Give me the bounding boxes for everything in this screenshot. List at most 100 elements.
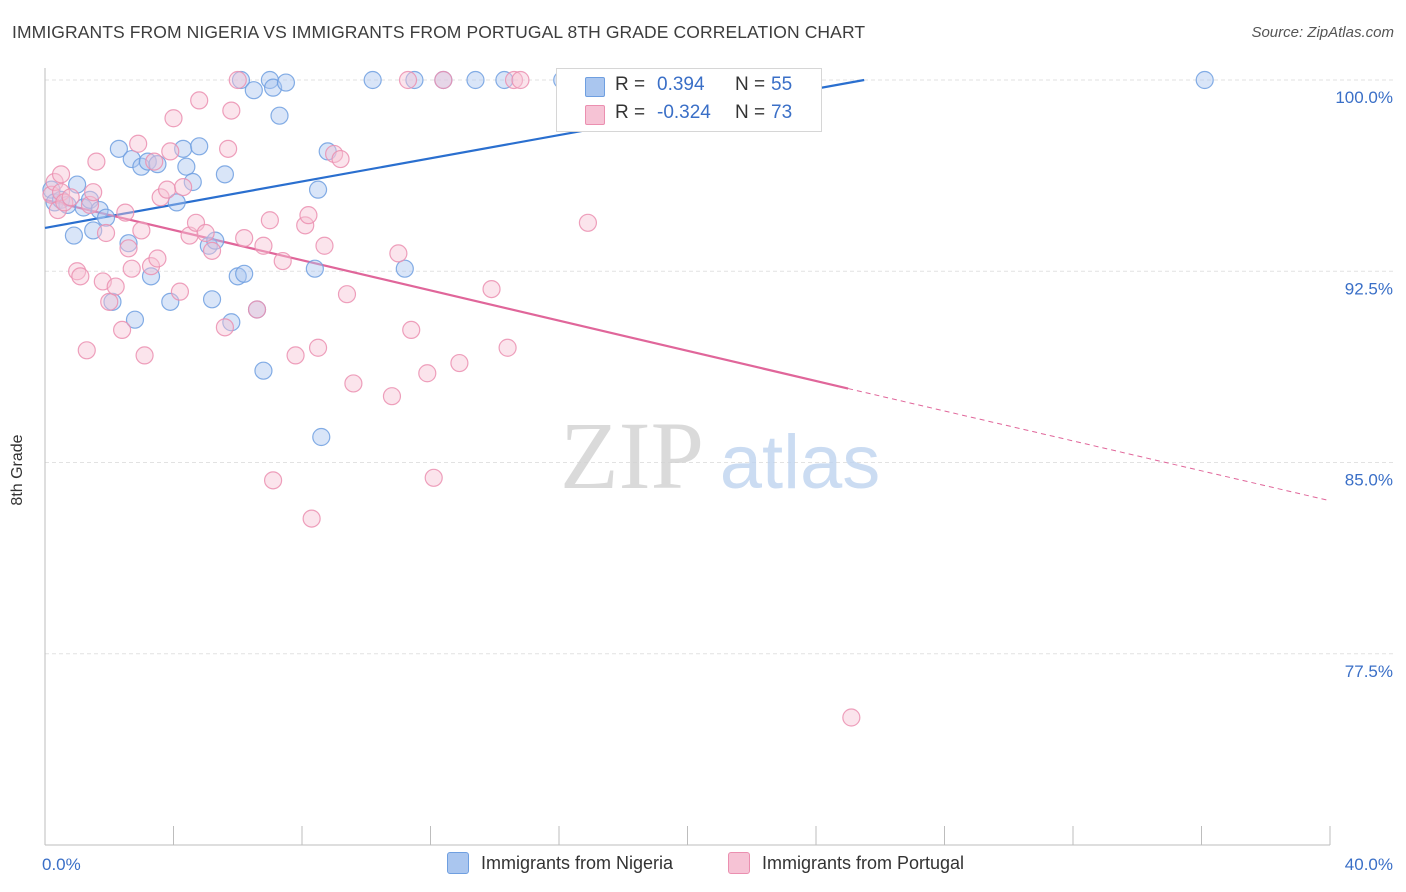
- nigeria-point: [148, 155, 167, 174]
- x-tick-label: 40.0%: [1345, 855, 1393, 874]
- legend-row-portugal: R = -0.324 N = 73: [557, 100, 821, 128]
- portugal-point: [129, 134, 148, 153]
- portugal-point: [71, 267, 90, 286]
- portugal-point: [157, 180, 177, 199]
- nigeria-point: [190, 137, 209, 156]
- portugal-point: [190, 91, 209, 110]
- data-points: [42, 70, 1214, 727]
- portugal-point: [842, 708, 861, 727]
- portugal-point: [51, 165, 71, 184]
- stats-legend: R = 0.394 N = 55 R = -0.324 N = 73: [556, 68, 822, 132]
- portugal-point: [263, 471, 283, 490]
- legend-n-label: N =: [735, 102, 766, 123]
- portugal-point: [68, 262, 87, 281]
- portugal-point: [402, 320, 421, 339]
- portugal-point: [132, 221, 151, 240]
- nigeria-point: [141, 267, 161, 286]
- tick-labels: 100.0% 92.5% 85.0% 77.5% 0.0% 40.0%: [42, 88, 1393, 874]
- portugal-point: [331, 149, 350, 169]
- nigeria-point: [183, 172, 202, 192]
- nigeria-point: [96, 208, 116, 227]
- nigeria-point: [495, 70, 514, 90]
- nigeria-point: [276, 73, 296, 92]
- portugal-point: [398, 70, 418, 90]
- y-tick-label: 85.0%: [1345, 471, 1393, 490]
- nigeria-point: [167, 193, 186, 212]
- legend-n-label: N =: [735, 74, 766, 95]
- x-tick-label: 0.0%: [42, 855, 81, 874]
- portugal-point: [148, 249, 167, 268]
- portugal-point: [434, 70, 453, 90]
- portugal-point: [450, 353, 469, 373]
- y-tick-label: 92.5%: [1345, 279, 1393, 298]
- nigeria-point: [466, 70, 485, 90]
- portugal-point: [482, 280, 501, 299]
- portugal-trend-line: [44, 198, 849, 390]
- nigeria-point: [206, 231, 225, 250]
- portugal-point: [286, 346, 305, 365]
- portugal-point: [100, 292, 119, 311]
- portugal-point: [382, 387, 402, 406]
- nigeria-point: [395, 259, 414, 278]
- bottom-legend-swatch-portugal: [728, 852, 750, 874]
- nigeria-point: [202, 290, 222, 309]
- legend-r-label: R =: [615, 102, 646, 123]
- legend-r-label: R =: [615, 74, 646, 95]
- portugal-point: [119, 239, 138, 258]
- axes: [44, 68, 1331, 846]
- portugal-point: [116, 203, 135, 222]
- legend-r-value: 0.394: [657, 74, 705, 95]
- legend-swatch-nigeria: [585, 77, 605, 97]
- portugal-point: [418, 364, 437, 383]
- portugal-point: [228, 70, 247, 90]
- nigeria-point: [109, 139, 128, 158]
- nigeria-point: [308, 180, 328, 199]
- portugal-point: [106, 277, 125, 296]
- bottom-legend-label: Immigrants from Nigeria: [481, 853, 674, 873]
- portugal-point: [145, 152, 164, 171]
- nigeria-point: [1195, 70, 1214, 90]
- portugal-point: [84, 183, 103, 202]
- grid-lines: [45, 79, 1395, 655]
- nigeria-point: [363, 70, 382, 90]
- portugal-point: [254, 236, 273, 255]
- portugal-point: [174, 178, 193, 197]
- chart-source: Source: ZipAtlas.com: [1251, 24, 1394, 41]
- y-tick-label: 77.5%: [1345, 662, 1393, 681]
- portugal-point: [296, 216, 315, 235]
- portugal-point: [504, 70, 524, 90]
- y-tick-label: 100.0%: [1335, 88, 1393, 107]
- portugal-point: [235, 229, 254, 248]
- portugal-point: [219, 139, 238, 158]
- nigeria-point: [305, 259, 324, 278]
- portugal-point: [389, 244, 408, 263]
- portugal-point: [302, 509, 321, 528]
- portugal-point: [247, 300, 267, 319]
- nigeria-point: [177, 157, 196, 176]
- watermark-atlas: atlas: [720, 420, 881, 505]
- legend-n-value: 73: [771, 102, 793, 123]
- nigeria-point: [215, 165, 234, 184]
- portugal-point: [122, 259, 141, 278]
- portugal-point: [299, 206, 318, 225]
- portugal-point: [170, 282, 190, 301]
- portugal-point: [112, 320, 132, 339]
- portugal-point: [308, 338, 328, 357]
- portugal-point: [215, 318, 234, 337]
- portugal-point: [273, 251, 292, 271]
- nigeria-point: [405, 70, 424, 90]
- bottom-legend-label: Immigrants from Portugal: [762, 853, 965, 873]
- legend-swatch-portugal: [585, 105, 605, 125]
- portugal-point: [164, 109, 183, 128]
- portugal-point: [315, 236, 334, 255]
- bottom-legend-swatch-nigeria: [447, 852, 469, 874]
- portugal-point: [222, 101, 241, 120]
- portugal-point: [77, 341, 96, 360]
- legend-n-value: 55: [771, 74, 793, 95]
- portugal-point: [202, 241, 222, 260]
- portugal-point: [51, 183, 71, 202]
- nigeria-point: [119, 234, 138, 253]
- portugal-point: [161, 142, 180, 161]
- portugal-point: [87, 152, 106, 171]
